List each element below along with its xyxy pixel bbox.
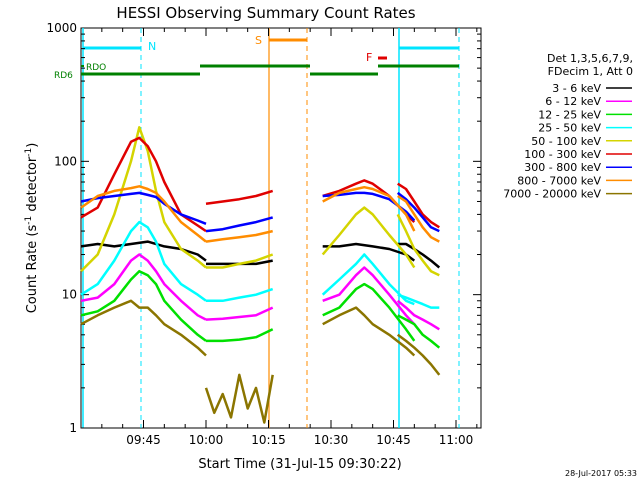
flag-s-label: S xyxy=(255,34,262,47)
x-tick-label: 09:45 xyxy=(126,433,161,447)
series-line xyxy=(205,229,273,243)
series-line xyxy=(322,185,416,232)
series-line xyxy=(80,240,207,262)
series-12_25keV xyxy=(80,269,441,349)
series-line xyxy=(80,126,207,273)
series-line xyxy=(204,373,274,424)
y-tick-label: 10 xyxy=(62,288,77,302)
series-line xyxy=(80,191,207,225)
series-line xyxy=(80,253,207,321)
x-tick-label: 10:30 xyxy=(314,433,349,447)
series-6_12keV xyxy=(80,253,440,331)
series-line xyxy=(80,136,207,233)
series-line xyxy=(396,333,441,376)
plot-frame xyxy=(80,27,482,429)
series-line xyxy=(205,216,274,233)
flag-overlays: N S F RDO RD6 xyxy=(54,28,460,428)
legend-label: 6 - 12 keV xyxy=(545,95,601,108)
x-tick-label: 10:45 xyxy=(376,433,411,447)
flag-f-label: F xyxy=(366,51,372,64)
legend-label: 50 - 100 keV xyxy=(531,135,601,148)
series-line xyxy=(396,299,440,331)
chart-title: HESSI Observing Summary Count Rates xyxy=(116,4,415,22)
series-line xyxy=(80,299,207,357)
series-line xyxy=(397,293,440,309)
series-3_6keV xyxy=(80,240,441,269)
series-25_50keV xyxy=(80,220,440,309)
series-line xyxy=(80,269,207,342)
series-line xyxy=(397,194,440,243)
legend-label: 800 - 7000 keV xyxy=(517,174,601,187)
y-axis-label: Count Rate (s-1 detector-1) xyxy=(24,143,40,314)
legend-label: 300 - 800 keV xyxy=(524,161,601,174)
legend-label: 100 - 300 keV xyxy=(524,148,601,161)
legend-label: 3 - 6 keV xyxy=(552,82,601,95)
y-tick-label: 1 xyxy=(69,421,77,435)
footer-timestamp: 28-Jul-2017 05:33 xyxy=(565,469,637,478)
series-line xyxy=(206,287,274,303)
series-line xyxy=(322,282,416,342)
series-line xyxy=(397,182,440,229)
series-100_300keV xyxy=(80,136,440,233)
legend-header-1: Det 1,3,5,6,7,9, xyxy=(547,52,633,65)
series-50_100keV xyxy=(80,126,440,277)
series-layer xyxy=(80,126,441,424)
series-line xyxy=(396,213,440,277)
y-axis: 1 10 100 1000 xyxy=(46,21,481,435)
y-tick-label: 1000 xyxy=(46,21,77,35)
series-300_800keV xyxy=(80,191,440,233)
legend-label: 7000 - 20000 keV xyxy=(503,188,601,201)
legend-label: 12 - 25 keV xyxy=(538,108,601,121)
x-tick-label: 10:15 xyxy=(251,433,286,447)
series-7000_20000keV xyxy=(80,299,441,424)
legend-label: 25 - 50 keV xyxy=(538,122,601,135)
series-800_7000keV xyxy=(80,185,440,243)
series-line xyxy=(205,189,274,206)
x-tick-label: 11:00 xyxy=(439,433,474,447)
legend: Det 1,3,5,6,7,9, FDecim 1, Att 0 3 - 6 k… xyxy=(503,52,633,201)
series-line xyxy=(321,206,416,269)
flag-rd6-label: RD6 xyxy=(54,71,73,81)
series-line xyxy=(321,253,415,306)
series-line xyxy=(206,328,274,343)
legend-header-2: FDecim 1, Att 0 xyxy=(548,65,633,78)
flag-rdo-label: RDO xyxy=(86,63,106,73)
series-line xyxy=(206,253,274,269)
x-tick-label: 10:00 xyxy=(189,433,224,447)
series-line xyxy=(397,314,441,349)
series-line xyxy=(205,306,274,321)
x-axis: 09:45 10:00 10:15 10:30 10:45 11:00 xyxy=(80,28,478,447)
y-tick-label: 100 xyxy=(54,154,77,168)
series-line xyxy=(80,220,207,302)
series-line xyxy=(322,306,416,357)
flag-n-label: N xyxy=(148,40,156,53)
series-line xyxy=(322,266,416,326)
series-line xyxy=(80,185,207,243)
x-axis-label: Start Time (31-Jul-15 09:30:22) xyxy=(198,457,401,472)
series-line xyxy=(396,191,440,233)
series-line xyxy=(397,242,441,269)
